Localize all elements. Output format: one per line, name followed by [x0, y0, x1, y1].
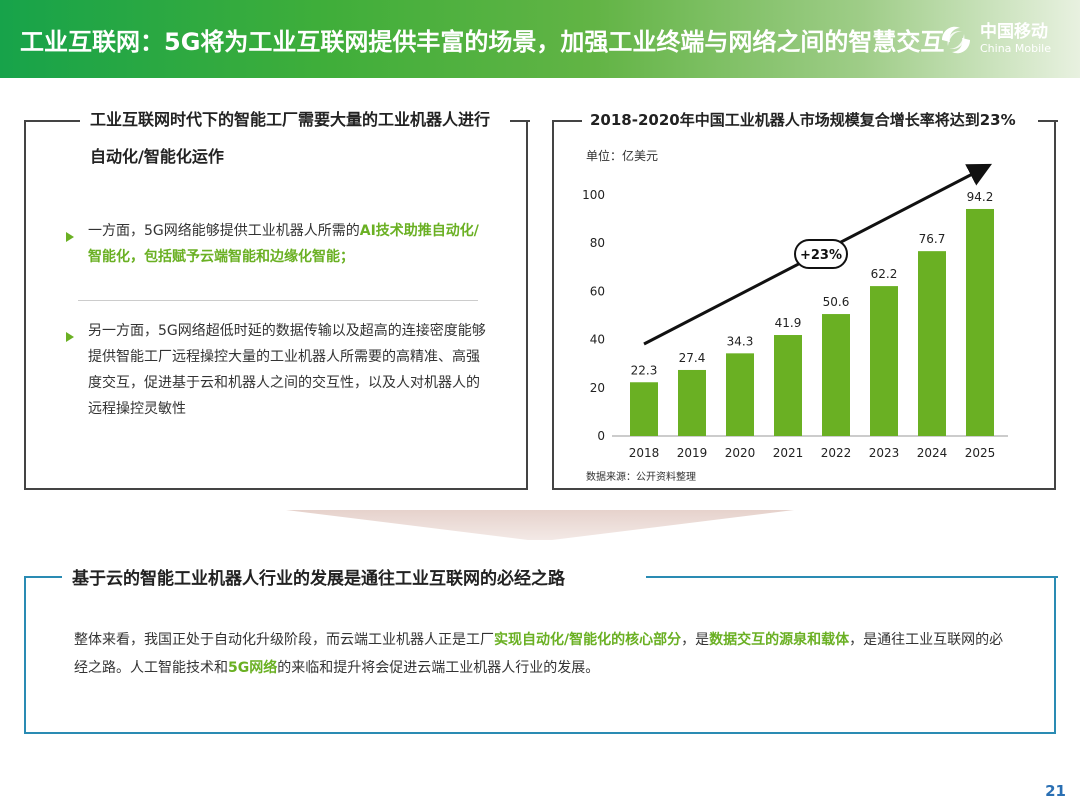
y-tick-label: 20	[590, 381, 605, 395]
summary-text-3: ，是通往工业互联网的必经之路。人工智能技术和	[74, 632, 1004, 676]
bar	[726, 353, 754, 436]
value-labels: 22.3 27.4 34.3 41.9 50.6 62.2 76.7 94.2	[631, 190, 994, 377]
y-axis: 0 20 40 60 80 100	[582, 188, 605, 443]
bar	[774, 335, 802, 436]
x-tick-label: 2022	[821, 446, 852, 460]
bar	[678, 369, 706, 436]
x-tick-label: 2021	[773, 446, 804, 460]
summary-text-2: ，是	[681, 632, 710, 648]
summary-highlight-2: 数据交互的源泉和载体	[709, 632, 850, 648]
bar	[966, 208, 994, 436]
left-panel-heading-line2: 自动化/智能化运作	[82, 142, 232, 172]
bar	[870, 286, 898, 436]
bar-value-label: 94.2	[967, 190, 994, 204]
left-panel: 工业互联网时代下的智能工厂需要大量的工业机器人进行 自动化/智能化运作 一方面，…	[24, 105, 530, 490]
header-banner: 工业互联网：5G将为工业互联网提供丰富的场景，加强工业终端与网络之间的智慧交互 …	[0, 0, 1080, 78]
x-tick-label: 2023	[869, 446, 900, 460]
bullet-arrow-icon	[66, 232, 74, 242]
bar-value-label: 34.3	[727, 334, 754, 348]
bar	[918, 251, 946, 436]
bullet-1-text: 一方面，5G网络能够提供工业机器人所需的	[88, 223, 360, 239]
bar-value-label: 50.6	[823, 295, 850, 309]
growth-annotation: +23%	[800, 248, 842, 263]
bar	[822, 314, 850, 436]
summary-text-4: 的来临和提升将会促进云端工业机器人行业的发展。	[277, 660, 600, 676]
y-tick-label: 60	[590, 284, 605, 298]
bars	[630, 208, 994, 436]
y-tick-label: 100	[582, 188, 605, 202]
bar-value-label: 76.7	[919, 232, 946, 246]
x-tick-label: 2019	[677, 446, 708, 460]
bottom-panel: 整体来看，我国正处于自动化升级阶段，而云端工业机器人正是工厂实现自动化/智能化的…	[24, 576, 1058, 734]
page-title: 工业互联网：5G将为工业互联网提供丰富的场景，加强工业终端与网络之间的智慧交互	[20, 28, 945, 56]
x-tick-label: 2024	[917, 446, 948, 460]
page-number: 21	[1045, 782, 1066, 800]
divider	[78, 300, 478, 301]
bullet-2-text: 另一方面，5G网络超低时延的数据传输以及超高的连接密度能够提供智能工厂远程操控大…	[88, 323, 486, 417]
x-tick-label: 2025	[965, 446, 996, 460]
summary-paragraph: 整体来看，我国正处于自动化升级阶段，而云端工业机器人正是工厂实现自动化/智能化的…	[74, 626, 1014, 682]
logo-en-text: China Mobile	[980, 42, 1052, 55]
bar-value-label: 22.3	[631, 363, 658, 377]
chart-heading: 2018-2020年中国工业机器人市场规模复合增长率将达到23%	[582, 105, 1024, 135]
left-panel-heading-line1: 工业互联网时代下的智能工厂需要大量的工业机器人进行	[82, 105, 499, 135]
x-tick-label: 2020	[725, 446, 756, 460]
y-tick-label: 40	[590, 333, 605, 347]
summary-highlight-3: 5G网络	[228, 660, 278, 676]
bottom-panel-heading: 基于云的智能工业机器人行业的发展是通往工业互联网的必经之路	[62, 566, 575, 592]
china-mobile-logo-icon	[942, 26, 970, 54]
logo-cn-text: 中国移动	[980, 22, 1048, 42]
bar-value-label: 41.9	[775, 316, 802, 330]
bullet-1-highlight: AI技术助推自动化/智能化，包括赋予云端智能和边缘化智能；	[88, 223, 479, 265]
x-tick-label: 2018	[629, 446, 660, 460]
bar-value-label: 27.4	[679, 351, 706, 365]
x-tick-labels: 2018 2019 2020 2021 2022 2023 2024 2025	[629, 446, 996, 460]
y-tick-label: 0	[597, 429, 605, 443]
summary-text-1: 整体来看，我国正处于自动化升级阶段，而云端工业机器人正是工厂	[74, 632, 494, 648]
china-mobile-logo: 中国移动 China Mobile	[936, 20, 1054, 60]
chart-source: 数据来源：公开资料整理	[586, 470, 696, 483]
funnel-arrow-icon	[286, 510, 794, 540]
bar	[630, 382, 658, 436]
bullet-arrow-icon	[66, 332, 74, 342]
bullet-1: 一方面，5G网络能够提供工业机器人所需的AI技术助推自动化/智能化，包括赋予云端…	[88, 218, 488, 270]
growth-badge	[794, 239, 848, 269]
right-panel: 2018-2020年中国工业机器人市场规模复合增长率将达到23%	[552, 105, 1058, 490]
y-tick-label: 80	[590, 236, 605, 250]
chart-unit-label: 单位：亿美元	[586, 148, 658, 163]
bar-value-label: 62.2	[871, 267, 898, 281]
summary-highlight-1: 实现自动化/智能化的核心部分	[494, 632, 682, 648]
